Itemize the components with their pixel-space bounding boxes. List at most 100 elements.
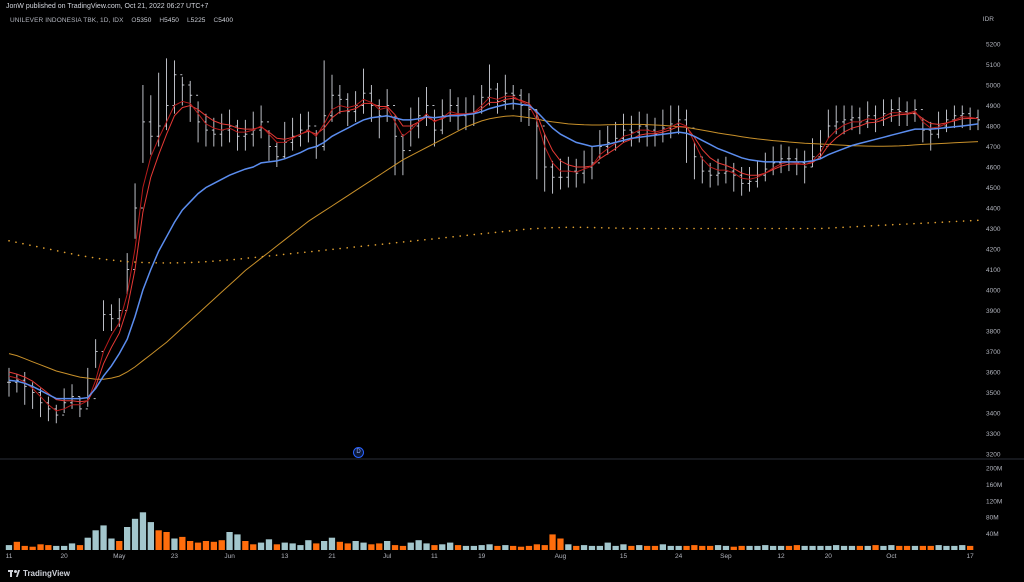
- ohlc-bar[interactable]: [140, 85, 145, 209]
- ohlc-bar[interactable]: [38, 388, 43, 418]
- ohlc-bar[interactable]: [511, 85, 516, 110]
- volume-bar[interactable]: [289, 543, 296, 550]
- volume-bar[interactable]: [45, 545, 52, 550]
- volume-bar[interactable]: [116, 541, 123, 550]
- ohlc-bar[interactable]: [550, 160, 555, 194]
- ohlc-bar[interactable]: [353, 91, 358, 122]
- ohlc-bar[interactable]: [589, 146, 594, 180]
- volume-bar[interactable]: [242, 541, 249, 550]
- volume-bar[interactable]: [840, 545, 848, 550]
- volume-bar[interactable]: [391, 545, 399, 550]
- volume-bar[interactable]: [37, 544, 44, 550]
- ohlc-bar[interactable]: [385, 89, 390, 122]
- ohlc-bar[interactable]: [196, 94, 201, 143]
- ohlc-bar[interactable]: [526, 93, 531, 126]
- volume-bar[interactable]: [447, 542, 454, 550]
- volume-bar[interactable]: [68, 543, 76, 550]
- volume-bar[interactable]: [793, 545, 800, 550]
- volume-bar[interactable]: [714, 545, 722, 550]
- ohlc-bar[interactable]: [282, 121, 287, 159]
- volume-bar[interactable]: [415, 540, 422, 550]
- ohlc-bar[interactable]: [920, 109, 925, 143]
- volume-bar[interactable]: [517, 546, 525, 550]
- ohlc-bar[interactable]: [14, 374, 19, 393]
- volume-bar[interactable]: [423, 543, 430, 550]
- volume-bar[interactable]: [5, 545, 13, 550]
- ohlc-bar[interactable]: [361, 68, 366, 114]
- ohlc-bar[interactable]: [448, 89, 453, 122]
- volume-bar[interactable]: [92, 530, 99, 550]
- ohlc-bar[interactable]: [274, 142, 279, 167]
- volume-bar[interactable]: [565, 544, 572, 550]
- volume-bar[interactable]: [651, 545, 659, 550]
- ohlc-bar[interactable]: [881, 99, 886, 126]
- volume-bar[interactable]: [305, 540, 312, 550]
- ohlc-bar[interactable]: [786, 146, 791, 172]
- volume-bar[interactable]: [439, 544, 446, 550]
- volume-bar[interactable]: [730, 546, 737, 550]
- volume-pane[interactable]: [5, 512, 974, 551]
- ohlc-bar[interactable]: [235, 119, 240, 151]
- ohlc-bar[interactable]: [976, 109, 980, 131]
- volume-bar[interactable]: [722, 545, 730, 550]
- volume-bar[interactable]: [533, 544, 540, 550]
- volume-bar[interactable]: [935, 545, 942, 550]
- volume-axis[interactable]: 40M 80M 120M 160M 200M: [986, 466, 1002, 539]
- ohlc-bar[interactable]: [842, 105, 847, 135]
- ohlc-bar[interactable]: [188, 80, 193, 122]
- volume-bar[interactable]: [762, 545, 769, 550]
- volume-bar[interactable]: [454, 545, 462, 550]
- volume-bar[interactable]: [352, 541, 359, 550]
- volume-bar[interactable]: [281, 542, 288, 550]
- volume-bar[interactable]: [257, 542, 265, 550]
- ohlc-bar[interactable]: [613, 121, 618, 151]
- ohlc-bar[interactable]: [889, 99, 894, 122]
- ohlc-bar[interactable]: [148, 95, 153, 155]
- volume-bar[interactable]: [502, 545, 509, 550]
- ohlc-bar[interactable]: [763, 152, 768, 182]
- volume-bar[interactable]: [620, 544, 627, 550]
- volume-bar[interactable]: [139, 512, 147, 550]
- volume-bar[interactable]: [384, 541, 391, 550]
- volume-bar[interactable]: [927, 545, 934, 550]
- volume-bar[interactable]: [525, 545, 533, 550]
- volume-bar[interactable]: [801, 545, 808, 550]
- ohlc-bar[interactable]: [93, 339, 98, 400]
- volume-bar[interactable]: [470, 545, 477, 550]
- volume-bar[interactable]: [265, 539, 273, 550]
- volume-bar[interactable]: [297, 545, 304, 550]
- volume-bar[interactable]: [864, 545, 871, 550]
- volume-bar[interactable]: [462, 545, 470, 550]
- ohlc-bar[interactable]: [77, 396, 82, 418]
- volume-bar[interactable]: [108, 538, 115, 551]
- volume-bar[interactable]: [707, 545, 714, 550]
- ohlc-bar[interactable]: [180, 74, 185, 106]
- volume-bar[interactable]: [809, 545, 816, 550]
- ohlc-bar[interactable]: [203, 113, 208, 147]
- volume-bar[interactable]: [179, 536, 186, 550]
- volume-bar[interactable]: [486, 544, 493, 550]
- volume-bar[interactable]: [187, 541, 194, 550]
- ohlc-bar[interactable]: [46, 396, 51, 422]
- ohlc-bar[interactable]: [211, 117, 216, 147]
- ohlc-bar[interactable]: [779, 144, 784, 174]
- ohlc-bar[interactable]: [7, 367, 11, 397]
- ohlc-bar[interactable]: [424, 87, 429, 126]
- volume-bar[interactable]: [777, 545, 785, 550]
- volume-bar[interactable]: [588, 545, 596, 550]
- ohlc-bar[interactable]: [755, 160, 760, 188]
- volume-bar[interactable]: [407, 542, 414, 550]
- volume-bar[interactable]: [738, 545, 745, 550]
- ohlc-bar[interactable]: [597, 130, 602, 164]
- volume-bar[interactable]: [234, 534, 241, 550]
- volume-bar[interactable]: [218, 540, 225, 550]
- ohlc-bar[interactable]: [54, 404, 59, 424]
- volume-bar[interactable]: [691, 545, 698, 550]
- dividend-event-marker[interactable]: D: [353, 447, 364, 458]
- ohlc-bar[interactable]: [416, 97, 421, 139]
- ohlc-bar[interactable]: [542, 125, 547, 192]
- volume-bar[interactable]: [124, 527, 131, 550]
- ohlc-bar[interactable]: [944, 109, 949, 133]
- ohlc-bar[interactable]: [471, 95, 476, 126]
- volume-bar[interactable]: [770, 545, 777, 550]
